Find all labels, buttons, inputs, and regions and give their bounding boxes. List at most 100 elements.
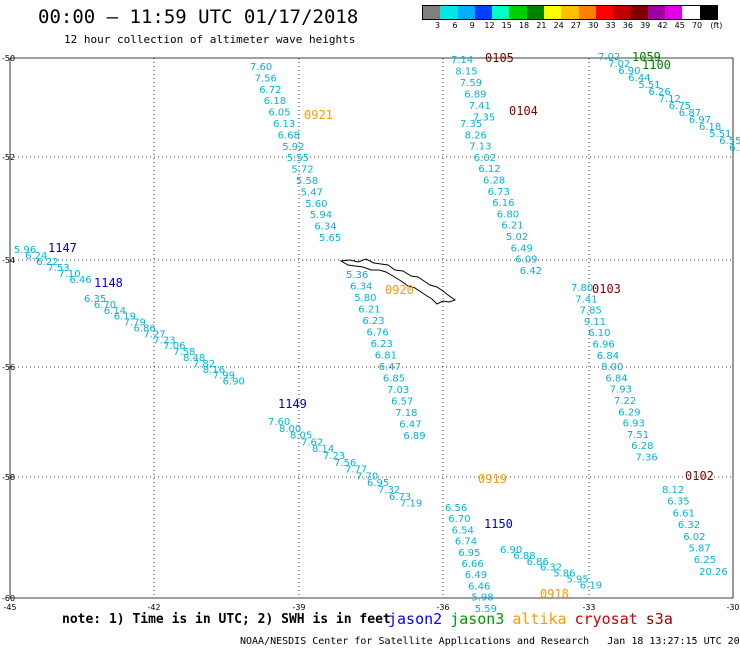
lat-tick-label: -60: [2, 594, 15, 603]
map-title: 00:00 – 11:59 UTC 01/17/2018: [38, 6, 359, 28]
satellite-legend: jason2 jason3 altika cryosat s3a: [388, 610, 681, 628]
swh-value: 6.86: [134, 324, 156, 335]
swh-value: 6.14: [104, 306, 126, 317]
lat-tick-label: -50: [2, 54, 15, 63]
swh-value: 7.35: [473, 113, 495, 124]
colorbar-label: 18: [518, 21, 530, 30]
colorbar-cell: [440, 6, 458, 19]
swh-value: 6.88: [513, 551, 535, 562]
colorbar-cell: [509, 6, 527, 19]
swh-value: 7.51: [627, 430, 649, 441]
swh-value: 6.24: [25, 251, 47, 262]
colorbar-cell: [699, 6, 718, 19]
swh-value: 6.47: [379, 362, 401, 373]
colorbar-cell: [474, 6, 493, 19]
colorbar-cell: [665, 6, 683, 19]
swh-value: 5.86: [553, 569, 575, 580]
swh-value: 6.25: [694, 555, 716, 566]
swh-value: 6.84: [605, 373, 627, 384]
colorbar-label: 70: [691, 21, 703, 30]
colorbar-cell: [647, 6, 666, 19]
swh-value: 7.41: [469, 101, 491, 112]
swh-value: 8.15: [455, 67, 477, 78]
colorbar-cell: [492, 6, 510, 19]
swh-value: 7.12: [659, 94, 681, 105]
colorbar-label: 42: [657, 21, 668, 30]
swh-value: 7.02: [608, 59, 630, 70]
swh-value: 7.58: [173, 347, 195, 358]
colorbar-label: 24: [553, 21, 564, 30]
swh-value: 7.18: [395, 408, 417, 419]
units-note: note: 1) Time is in UTC; 2) SWH is in fe…: [62, 612, 391, 627]
swh-value: 7.02: [598, 52, 620, 63]
swh-value: 7.35: [460, 119, 482, 130]
pass-time-label: 1059: [632, 50, 661, 64]
swh-value: 6.13: [273, 119, 295, 130]
swh-value: 6.19: [580, 580, 602, 591]
swh-value: 6.75: [669, 101, 691, 112]
colorbar-cell: [561, 6, 579, 19]
lon-tick-label: -42: [147, 603, 160, 612]
swh-value: 6.89: [464, 90, 486, 101]
swh-value: 6.70: [448, 514, 470, 525]
swh-value: 7.56: [255, 73, 277, 84]
swh-value: 7.23: [323, 451, 345, 462]
swh-value: 5.59: [475, 604, 497, 615]
swh-value: 7.14: [451, 55, 473, 66]
swh-value: 6.56: [445, 503, 467, 514]
south-georgia-island: [339, 258, 457, 305]
swh-value: 7.32: [378, 485, 400, 496]
swh-value: 6.57: [391, 397, 413, 408]
swh-value: 6.34: [350, 282, 372, 293]
swh-value: 6.12: [478, 164, 500, 175]
pass-time-label: 0921: [304, 108, 333, 122]
pass-time-label: 0102: [685, 469, 714, 483]
swh-value: 6.28: [483, 176, 505, 187]
swh-value: 7.93: [610, 385, 632, 396]
swh-value: 6.95: [367, 478, 389, 489]
swh-value: 8.00: [601, 362, 623, 373]
swh-value: 5.47: [301, 187, 323, 198]
swh-value: 5.87: [689, 544, 711, 555]
colorbar-label: 3: [435, 21, 441, 30]
swh-value: 6.19: [114, 312, 136, 323]
swh-value: 6.26: [649, 87, 671, 98]
colorbar-cell: [613, 6, 631, 19]
pass-time-label: 0105: [485, 51, 514, 65]
swh-value: 8.26: [465, 130, 487, 141]
pass-time-label: 0104: [509, 104, 538, 118]
swh-value: 6.84: [597, 351, 619, 362]
swh-value: 5.95: [567, 575, 589, 586]
colorbar-cell: [457, 6, 475, 19]
colorbar-cell: [544, 6, 562, 19]
pass-time-label: 1149: [278, 397, 307, 411]
lat-tick-label: -58: [2, 473, 15, 482]
swh-value: 5.65: [319, 233, 341, 244]
swh-value: 6.02: [683, 532, 705, 543]
swh-value: 6.97: [689, 115, 711, 126]
swh-value: 6.55: [719, 136, 740, 147]
swh-value: 6.54: [452, 525, 474, 536]
colorbar-label: 12: [484, 21, 495, 30]
credit-line: NOAA/NESDIS Center for Satellite Applica…: [240, 636, 740, 647]
legend-item: altika: [512, 610, 567, 628]
swh-value: 5.72: [291, 165, 313, 176]
lat-tick-label: -52: [2, 153, 15, 162]
colorbar-label: 45: [674, 21, 685, 30]
swh-value: 6.90: [223, 377, 245, 388]
swh-value: 5.02: [506, 232, 528, 243]
swh-value: 6.47: [399, 420, 421, 431]
lat-tick-label: -56: [2, 363, 15, 372]
legend-item: jason2: [388, 610, 443, 628]
pass-time-label: 1150: [484, 517, 513, 531]
swh-value: 7.82: [193, 359, 215, 370]
swh-value: 5.60: [305, 199, 327, 210]
swh-value: 6.76: [367, 328, 389, 339]
swh-value: 6.02: [474, 153, 496, 164]
swh-value: 6.90: [500, 545, 522, 556]
swh-value: 5.51: [709, 129, 731, 140]
colorbar-label: 21: [536, 21, 547, 30]
swh-value: 6.09: [515, 255, 537, 266]
swh-value: 7.80: [571, 283, 593, 294]
swh-value: 6.42: [520, 266, 542, 277]
